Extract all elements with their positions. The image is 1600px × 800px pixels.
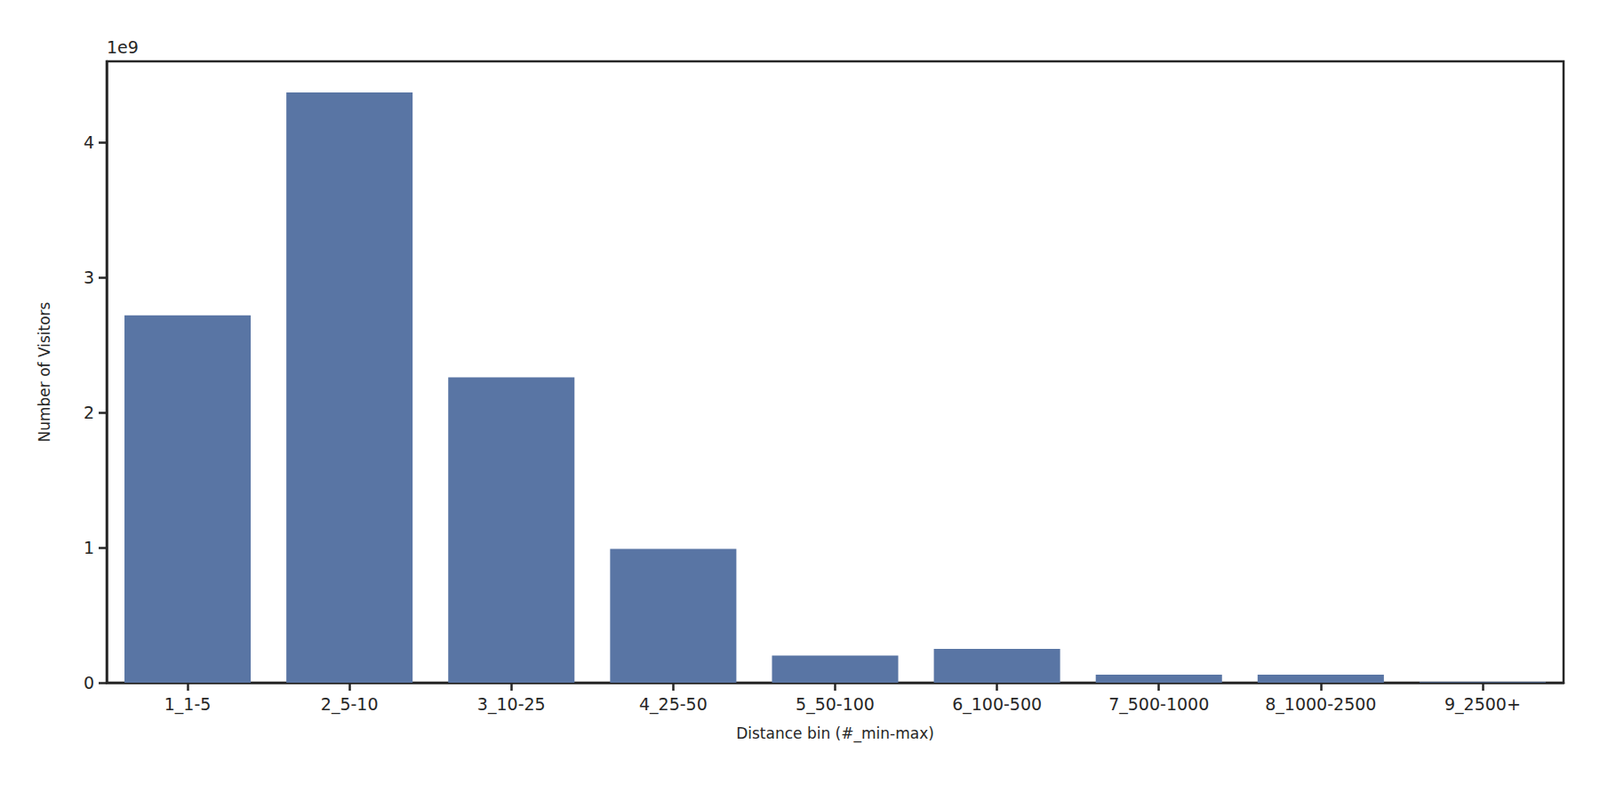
svg-text:9_2500+: 9_2500+ bbox=[1444, 694, 1521, 715]
svg-text:6_100-500: 6_100-500 bbox=[952, 694, 1042, 715]
svg-text:8_1000-2500: 8_1000-2500 bbox=[1264, 694, 1376, 715]
svg-text:5_50-100: 5_50-100 bbox=[795, 694, 875, 715]
svg-text:2_5-10: 2_5-10 bbox=[320, 694, 379, 715]
svg-text:Number of Visitors: Number of Visitors bbox=[35, 301, 54, 442]
svg-text:1_1-5: 1_1-5 bbox=[164, 694, 212, 715]
svg-text:3_10-25: 3_10-25 bbox=[477, 694, 546, 715]
svg-text:3: 3 bbox=[83, 267, 95, 288]
svg-text:1: 1 bbox=[83, 537, 95, 558]
svg-text:1e9: 1e9 bbox=[106, 37, 139, 57]
svg-text:Distance bin (#_min-max): Distance bin (#_min-max) bbox=[736, 724, 935, 744]
svg-text:0: 0 bbox=[83, 672, 95, 693]
svg-text:2: 2 bbox=[83, 402, 95, 423]
svg-text:7_500-1000: 7_500-1000 bbox=[1108, 694, 1209, 715]
svg-text:4: 4 bbox=[83, 132, 95, 152]
svg-text:4_25-50: 4_25-50 bbox=[639, 694, 708, 715]
